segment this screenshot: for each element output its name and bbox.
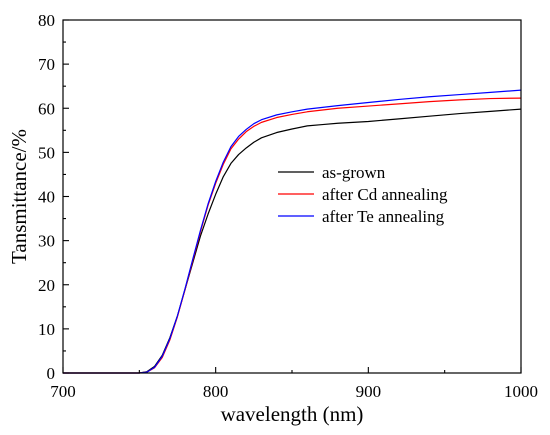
plot-frame xyxy=(62,19,522,374)
tick-labels: 700 800 900 1000 0 10 20 30 40 50 60 70 80 xyxy=(38,11,538,401)
y-tick-label: 20 xyxy=(38,276,55,295)
legend-label: after Te annealing xyxy=(322,207,445,226)
x-tick-label: 800 xyxy=(203,382,229,401)
y-tick-label: 30 xyxy=(38,232,55,251)
y-tick-label: 50 xyxy=(38,143,55,162)
y-tick-label: 0 xyxy=(47,364,56,383)
y-tick-label: 40 xyxy=(38,188,55,207)
x-tick-label: 1000 xyxy=(504,382,538,401)
axis-ticks xyxy=(62,19,522,374)
series-line-as-grown xyxy=(63,108,522,374)
legend-label: as-grown xyxy=(322,163,386,182)
y-tick-label: 80 xyxy=(38,11,55,30)
series-line-after-te-annealing xyxy=(63,89,522,374)
legend-label: after Cd annealing xyxy=(322,185,448,204)
y-axis-title: Tansmittance/% xyxy=(7,129,31,264)
y-tick-label: 70 xyxy=(38,55,55,74)
x-tick-label: 700 xyxy=(50,382,76,401)
y-tick-label: 60 xyxy=(38,99,55,118)
y-tick-label: 10 xyxy=(38,320,55,339)
legend: as-grown after Cd annealing after Te annea… xyxy=(278,163,448,226)
x-axis-title: wavelength (nm) xyxy=(221,402,364,426)
series-line-after-cd-annealing xyxy=(63,97,522,374)
x-tick-label: 900 xyxy=(356,382,382,401)
plot-lines xyxy=(63,89,522,374)
